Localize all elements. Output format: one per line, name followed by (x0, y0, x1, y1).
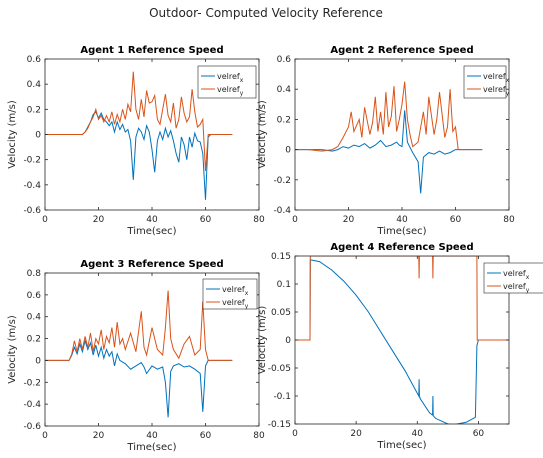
y-tick-label: -0.4 (23, 181, 41, 191)
legend-subscript: x (526, 274, 530, 281)
legend-box (463, 65, 507, 99)
y-axis-label: Velocity (m/s) (7, 100, 18, 169)
x-axis-label: Time(sec) (126, 442, 176, 453)
x-tick-label: 20 (93, 431, 105, 441)
x-tick-label: 80 (253, 215, 265, 225)
x-tick-label: 60 (473, 429, 485, 439)
x-tick-label: 40 (146, 215, 158, 225)
y-tick-label: 0.4 (27, 313, 42, 323)
y-tick-label: -0.2 (273, 176, 291, 186)
x-axis-label: Time(sec) (376, 440, 426, 451)
y-tick-label: -0.1 (273, 392, 291, 402)
legend-box (197, 65, 257, 99)
x-tick-label: 60 (200, 431, 212, 441)
x-tick-label: 40 (396, 215, 408, 225)
y-tick-label: -0.4 (273, 206, 291, 216)
x-axis-label: Time(sec) (126, 226, 176, 237)
x-tick-label: 0 (292, 429, 298, 439)
chart-title: Agent 2 Reference Speed (330, 45, 473, 56)
figure-title: Outdoor- Computed Velocity Reference (149, 6, 383, 20)
series-line-x (295, 110, 483, 194)
series-line-y (45, 71, 233, 172)
series-line-x (45, 110, 233, 200)
x-tick-label: 0 (292, 215, 298, 225)
y-tick-label: 0.15 (271, 252, 291, 262)
y-tick-label: -0.15 (268, 420, 291, 430)
x-axis-label: Time(sec) (376, 226, 426, 237)
legend-subscript: y (245, 303, 249, 310)
y-tick-label: 0.1 (277, 280, 291, 290)
legend-box (483, 262, 543, 294)
legend-subscript: y (526, 287, 530, 294)
x-tick-label: 0 (42, 215, 48, 225)
chart-panel-3: 0 20 40 60 80 -0.6 -0.4 -0.2 0 0.2 0.4 0.6 0.8 Agent … (7, 259, 265, 453)
y-tick-label: 0.2 (277, 115, 291, 125)
legend-subscript: y (240, 90, 244, 97)
y-axis-label: Velocity (m/s) (7, 315, 18, 384)
legend-subscript: x (506, 77, 510, 84)
y-tick-label: -0.4 (23, 400, 41, 410)
chart-panel-2: 0 20 40 60 80 -0.4 -0.2 0 0.2 0.4 0.6 Agent 2 Refer… (257, 45, 515, 237)
y-tick-label: 0.4 (277, 85, 292, 95)
x-tick-label: 60 (200, 215, 212, 225)
chart-panel-4: 0 20 40 60 -0.15 -0.1 -0.05 0 0.05 0.1 0.15 Agent 4… (257, 242, 543, 451)
chart-title: Agent 3 Reference Speed (80, 259, 223, 270)
x-tick-label: 0 (42, 431, 48, 441)
y-tick-label: 0 (35, 131, 41, 141)
plot-area (295, 256, 509, 424)
y-tick-label: 0 (285, 336, 291, 346)
y-tick-label: 0.6 (27, 55, 42, 65)
series-line-y (45, 290, 233, 361)
legend-subscript: y (506, 90, 510, 97)
y-tick-label: 0.6 (27, 291, 42, 301)
x-tick-label: 20 (350, 429, 362, 439)
y-tick-label: -0.6 (23, 206, 41, 216)
series-line-y (295, 81, 483, 152)
y-tick-label: 0.05 (271, 308, 291, 318)
legend-box (202, 278, 258, 310)
y-tick-label: 0.6 (277, 55, 292, 65)
y-tick-label: 0.4 (27, 80, 42, 90)
x-tick-label: 60 (450, 215, 462, 225)
y-axis-label: Velocity (m/s) (257, 306, 268, 375)
series-line-x (45, 338, 233, 418)
y-tick-label: -0.2 (23, 378, 41, 388)
y-tick-label: 0.2 (27, 335, 41, 345)
series-line-x (295, 259, 509, 424)
x-tick-label: 20 (343, 215, 355, 225)
x-tick-label: 40 (146, 431, 158, 441)
y-tick-label: -0.2 (23, 156, 41, 166)
chart-title: Agent 1 Reference Speed (80, 45, 223, 56)
y-tick-label: 0 (35, 356, 41, 366)
x-tick-label: 80 (503, 215, 515, 225)
legend-subscript: x (240, 77, 244, 84)
x-tick-label: 20 (93, 215, 105, 225)
legend-subscript: x (245, 290, 249, 297)
y-tick-label: 0 (285, 146, 291, 156)
y-tick-label: 0.2 (27, 105, 41, 115)
y-tick-label: -0.6 (23, 422, 41, 432)
y-tick-label: 0.8 (27, 269, 42, 279)
x-tick-label: 80 (253, 431, 265, 441)
y-axis-label: Velocity (m/s) (257, 100, 268, 169)
chart-panel-1: 0 20 40 60 80 -0.6 -0.4 -0.2 0 0.2 0.4 0.6 Agent 1 R… (7, 45, 265, 237)
chart-title: Agent 4 Reference Speed (330, 242, 473, 253)
x-tick-label: 40 (412, 429, 424, 439)
y-tick-label: -0.05 (268, 364, 291, 374)
